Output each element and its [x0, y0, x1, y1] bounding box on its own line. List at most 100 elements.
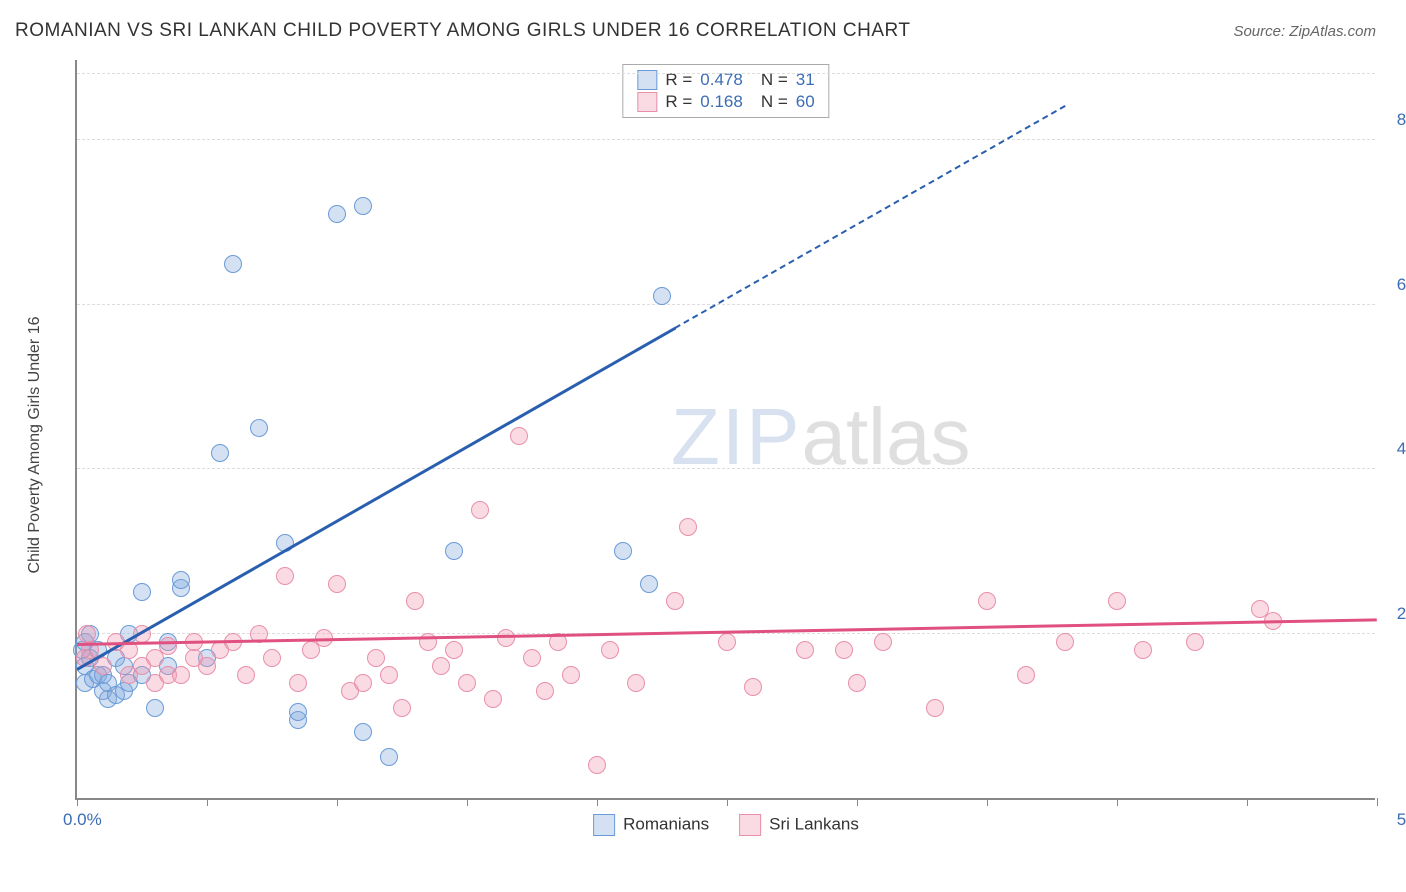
scatter-point [848, 674, 866, 692]
scatter-point [432, 657, 450, 675]
scatter-point [1186, 633, 1204, 651]
trend-line [76, 327, 675, 670]
legend-swatch [593, 814, 615, 836]
plot-area: ZIPatlas R =0.478N = 31R = 0.168N =60 Ro… [75, 60, 1375, 800]
x-tick [1117, 798, 1118, 806]
chart-title: ROMANIAN VS SRI LANKAN CHILD POVERTY AMO… [15, 20, 911, 42]
legend-series: Romanians Sri Lankans [593, 814, 859, 836]
scatter-point [159, 637, 177, 655]
scatter-point [263, 649, 281, 667]
scatter-point [523, 649, 541, 667]
scatter-point [1056, 633, 1074, 651]
scatter-point [146, 699, 164, 717]
scatter-point [133, 583, 151, 601]
scatter-point [562, 666, 580, 684]
scatter-point [354, 674, 372, 692]
legend-swatch [739, 814, 761, 836]
x-tick [1377, 798, 1378, 806]
legend-r-label: R = [665, 92, 692, 112]
scatter-point [276, 567, 294, 585]
scatter-point [380, 666, 398, 684]
scatter-point [354, 723, 372, 741]
scatter-point [78, 625, 96, 643]
scatter-point [510, 427, 528, 445]
scatter-point [94, 657, 112, 675]
scatter-point [874, 633, 892, 651]
legend-series-label: Romanians [623, 814, 709, 833]
scatter-point [835, 641, 853, 659]
scatter-point [458, 674, 476, 692]
scatter-point [640, 575, 658, 593]
x-tick-label: 0.0% [63, 810, 102, 830]
legend-series-item: Sri Lankans [739, 814, 859, 836]
scatter-point [380, 748, 398, 766]
scatter-point [978, 592, 996, 610]
scatter-point [796, 641, 814, 659]
y-tick-label: 80.0% [1397, 110, 1406, 130]
scatter-point [445, 542, 463, 560]
legend-correlation-row: R =0.478N = 31 [637, 69, 814, 91]
y-tick-label: 60.0% [1397, 275, 1406, 295]
scatter-point [328, 205, 346, 223]
x-tick [337, 798, 338, 806]
x-tick [857, 798, 858, 806]
scatter-point [354, 197, 372, 215]
legend-series-item: Romanians [593, 814, 709, 836]
legend-series-label: Sri Lankans [769, 814, 859, 833]
scatter-point [484, 690, 502, 708]
y-tick-label: 20.0% [1397, 604, 1406, 624]
gridline [77, 73, 1375, 74]
scatter-point [744, 678, 762, 696]
scatter-point [1108, 592, 1126, 610]
gridline [77, 304, 1375, 305]
legend-correlation-row: R = 0.168 N = 60 [637, 91, 814, 113]
scatter-point [653, 287, 671, 305]
x-tick-label: 50.0% [1397, 810, 1406, 830]
scatter-point [211, 444, 229, 462]
scatter-point [926, 699, 944, 717]
scatter-point [679, 518, 697, 536]
x-tick [1247, 798, 1248, 806]
legend-r-value: 0.168 [700, 92, 743, 112]
x-tick [727, 798, 728, 806]
scatter-point [1017, 666, 1035, 684]
x-tick [987, 798, 988, 806]
scatter-point [289, 674, 307, 692]
scatter-point [237, 666, 255, 684]
chart-container: Child Poverty Among Girls Under 16 ZIPat… [45, 60, 1385, 830]
scatter-point [627, 674, 645, 692]
scatter-point [666, 592, 684, 610]
scatter-point [250, 419, 268, 437]
scatter-point [536, 682, 554, 700]
scatter-point [198, 657, 216, 675]
scatter-point [588, 756, 606, 774]
scatter-point [1134, 641, 1152, 659]
scatter-point [406, 592, 424, 610]
scatter-point [601, 641, 619, 659]
y-axis-label: Child Poverty Among Girls Under 16 [26, 317, 44, 574]
legend-n-label: N = [761, 92, 788, 112]
scatter-point [471, 501, 489, 519]
scatter-point [328, 575, 346, 593]
scatter-point [224, 255, 242, 273]
chart-header: ROMANIAN VS SRI LANKAN CHILD POVERTY AMO… [0, 0, 1406, 52]
x-tick [467, 798, 468, 806]
legend-correlation: R =0.478N = 31R = 0.168 N = 60 [622, 64, 829, 118]
legend-n-value: 60 [796, 92, 815, 112]
scatter-point [497, 629, 515, 647]
chart-source: Source: ZipAtlas.com [1233, 23, 1376, 40]
legend-swatch [637, 92, 657, 112]
scatter-point [718, 633, 736, 651]
scatter-point [172, 571, 190, 589]
y-tick-label: 40.0% [1397, 439, 1406, 459]
x-tick [597, 798, 598, 806]
x-tick [77, 798, 78, 806]
gridline [77, 468, 1375, 469]
scatter-point [172, 666, 190, 684]
x-tick [207, 798, 208, 806]
scatter-point [393, 699, 411, 717]
scatter-point [289, 703, 307, 721]
scatter-point [367, 649, 385, 667]
scatter-point [445, 641, 463, 659]
scatter-point [614, 542, 632, 560]
